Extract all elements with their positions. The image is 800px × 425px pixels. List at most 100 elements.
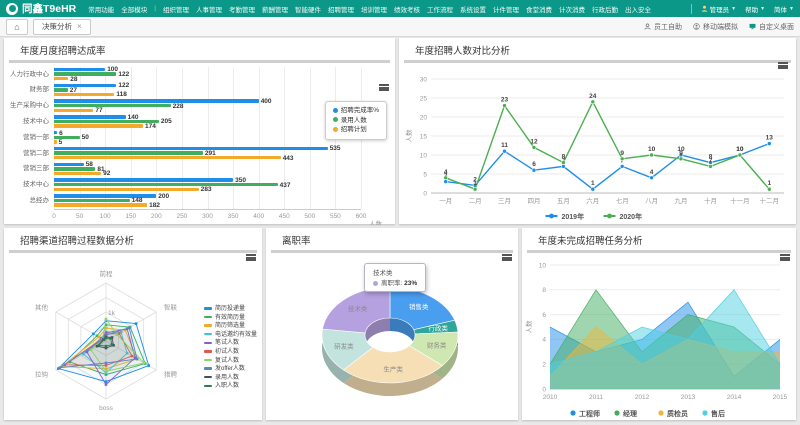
title-divider <box>404 60 791 63</box>
home-icon: ⌂ <box>14 21 20 32</box>
nav-item-7[interactable]: 招聘管理 <box>327 6 354 14</box>
legend-item[interactable]: 电话邀约有效量 <box>203 331 257 340</box>
svg-text:前程: 前程 <box>100 269 114 278</box>
svg-text:6: 6 <box>542 312 546 319</box>
legend-item[interactable]: 简历筛选量 <box>203 322 257 331</box>
chart-menu-icon[interactable] <box>246 254 256 261</box>
nav-item-10[interactable]: 工作流程 <box>426 6 453 14</box>
chart-legend[interactable]: 招聘完成率% 录用人数 招聘计划 <box>324 101 387 140</box>
svg-text:6: 6 <box>532 161 536 168</box>
legend-item[interactable]: 笔试人数 <box>203 339 257 348</box>
svg-text:2010: 2010 <box>543 394 558 401</box>
nav-item-0[interactable]: 常用功能 <box>88 6 115 14</box>
title-divider <box>271 250 513 253</box>
tab-bar: ⌂ 决策分析 × 员工自助 移动端模拟 自定义桌面 <box>0 17 800 37</box>
svg-text:10: 10 <box>677 146 685 153</box>
legend-item[interactable]: 复试人数 <box>203 357 257 366</box>
nav-item-6[interactable]: 智能硬件 <box>294 6 321 14</box>
svg-text:20: 20 <box>420 114 428 121</box>
panel-title: 年度未完成招聘任务分析 <box>538 236 643 247</box>
nav-item-13[interactable]: 食堂消费 <box>525 6 552 14</box>
svg-text:8: 8 <box>709 154 713 161</box>
chevron-down-icon: ▼ <box>760 5 766 12</box>
pie-chart-turnover[interactable]: 销售类 行政类 财务类 生产类 研发类 技术类 技术类 离职率: 23% <box>268 253 516 421</box>
panel-channel-funnel: 招聘渠道招聘过程数据分析 前程 智联 猎聘 boss 拉钩 其他 1k 简历投递量 有效简历量… <box>4 228 262 420</box>
svg-text:猎聘: 猎聘 <box>164 370 178 379</box>
home-button[interactable]: ⌂ <box>6 18 28 35</box>
panel-turnover-rate: 离职率 销售类 行政类 财务类 生产类 研发类 技术类 技术类 离职率: 23% <box>266 228 518 420</box>
chart-menu-icon[interactable] <box>502 254 512 261</box>
nav-item-14[interactable]: 计次消费 <box>558 6 585 14</box>
svg-text:2014: 2014 <box>727 394 742 401</box>
svg-text:10: 10 <box>648 146 656 153</box>
svg-text:财务类: 财务类 <box>427 341 447 350</box>
nav-divider: | <box>154 5 156 12</box>
tab-decision-analysis[interactable]: 决策分析 × <box>33 18 91 35</box>
chart-menu-icon[interactable] <box>778 62 788 69</box>
panel-yearly-headcount-compare: 年度招聘人数对比分析 0 5 10 15 20 25 30 人数 一月 二月 三月 四月 五月 六月 七月 八… <box>399 38 796 224</box>
radar-legend: 简历投递量 有效简历量 简历筛选量 电话邀约有效量 笔试人数 初试人数 复试人数 发offer… <box>203 305 257 391</box>
panel-title: 离职率 <box>282 236 311 247</box>
svg-text:13: 13 <box>766 135 774 142</box>
nav-item-15[interactable]: 行政后勤 <box>591 6 618 14</box>
title-divider <box>527 250 791 253</box>
tool-custom-desktop[interactable]: 自定义桌面 <box>749 22 794 32</box>
tab-label: 决策分析 <box>42 22 72 31</box>
nav-item-2[interactable]: 组织管理 <box>162 6 189 14</box>
svg-text:五月: 五月 <box>557 197 570 205</box>
tooltip-metric: 离职率: <box>381 280 403 287</box>
svg-text:2019年: 2019年 <box>562 212 585 221</box>
nav-item-9[interactable]: 绩效考核 <box>393 6 420 14</box>
panel-unfinished-tasks: 年度未完成招聘任务分析 0 2 4 6 8 10 人数 2010 2011 2012 2013 201… <box>522 228 796 420</box>
help-menu[interactable]: 帮助 ▼ <box>745 4 765 14</box>
legend-item[interactable]: 入职人数 <box>203 382 257 391</box>
tool-mobile-preview[interactable]: 移动端模拟 <box>693 22 738 32</box>
chart-menu-icon[interactable] <box>780 254 790 261</box>
chevron-down-icon: ▼ <box>731 5 737 12</box>
nav-item-16[interactable]: 出入安全 <box>624 6 651 14</box>
legend-item[interactable]: 有效简历量 <box>203 314 257 323</box>
svg-text:4: 4 <box>444 169 448 176</box>
language-menu[interactable]: 简体 ▼ <box>774 4 794 14</box>
svg-text:十月: 十月 <box>704 196 717 205</box>
chevron-down-icon: ▼ <box>789 5 794 12</box>
nav-item-5[interactable]: 薪酬管理 <box>261 6 288 14</box>
user-menu[interactable]: 管理员 ▼ <box>701 4 736 14</box>
area-chart-unfinished-tasks[interactable]: 0 2 4 6 8 10 人数 2010 2011 2012 2013 2014 2015 工程师 经理 质检… <box>524 253 794 421</box>
legend-item[interactable]: 初试人数 <box>203 348 257 357</box>
svg-text:0: 0 <box>542 386 546 393</box>
chart-menu-icon[interactable] <box>379 84 389 91</box>
tool-employee-self-service[interactable]: 员工自助 <box>644 22 682 32</box>
svg-text:1: 1 <box>591 180 595 187</box>
svg-text:10: 10 <box>736 146 744 153</box>
svg-text:拉钩: 拉钩 <box>35 370 49 379</box>
panel-title: 年度月度招聘达成率 <box>20 46 106 57</box>
svg-text:十二月: 十二月 <box>760 196 780 205</box>
nav-item-1[interactable]: 全部模块 <box>121 6 148 14</box>
svg-text:2: 2 <box>542 362 546 369</box>
user-name: 管理员 <box>709 6 730 14</box>
svg-text:2015: 2015 <box>773 394 788 401</box>
brand: 同鑫T9eHR <box>6 1 76 16</box>
legend-item[interactable]: 发offer人数 <box>203 365 257 374</box>
svg-text:九月: 九月 <box>675 196 688 205</box>
close-icon[interactable]: × <box>77 22 82 31</box>
nav-item-12[interactable]: 计件管理 <box>492 6 519 14</box>
nav-item-4[interactable]: 考勤管理 <box>228 6 255 14</box>
svg-text:2012: 2012 <box>635 394 650 401</box>
svg-text:研发类: 研发类 <box>334 342 354 351</box>
svg-text:人数: 人数 <box>524 320 533 334</box>
radar-chart-channel-funnel[interactable]: 前程 智联 猎聘 boss 拉钩 其他 1k 简历投递量 有效简历量 简历筛选量 电话邀约有效量笔… <box>6 253 260 421</box>
svg-text:技术类: 技术类 <box>348 304 368 313</box>
legend-item[interactable]: 简历投递量 <box>203 305 257 314</box>
nav-item-11[interactable]: 系统设置 <box>459 6 486 14</box>
bar-chart-monthly-recruit-rate[interactable]: 0 50 100 150 200 250 300 350 400 450 500 550 600 人数 人力… <box>8 65 391 225</box>
nav-item-3[interactable]: 人事管理 <box>195 6 222 14</box>
legend-item[interactable]: 录用人数 <box>203 374 257 383</box>
line-chart-yearly-headcount[interactable]: 0 5 10 15 20 25 30 人数 一月 二月 三月 四月 五月 六月 七月 八月 九月 十月 十一月 十二月… <box>403 63 792 225</box>
series-dot-icon <box>373 280 378 286</box>
nav-item-8[interactable]: 培训管理 <box>360 6 387 14</box>
svg-text:2013: 2013 <box>681 394 696 401</box>
svg-text:12: 12 <box>530 138 538 145</box>
svg-text:七月: 七月 <box>616 196 629 205</box>
